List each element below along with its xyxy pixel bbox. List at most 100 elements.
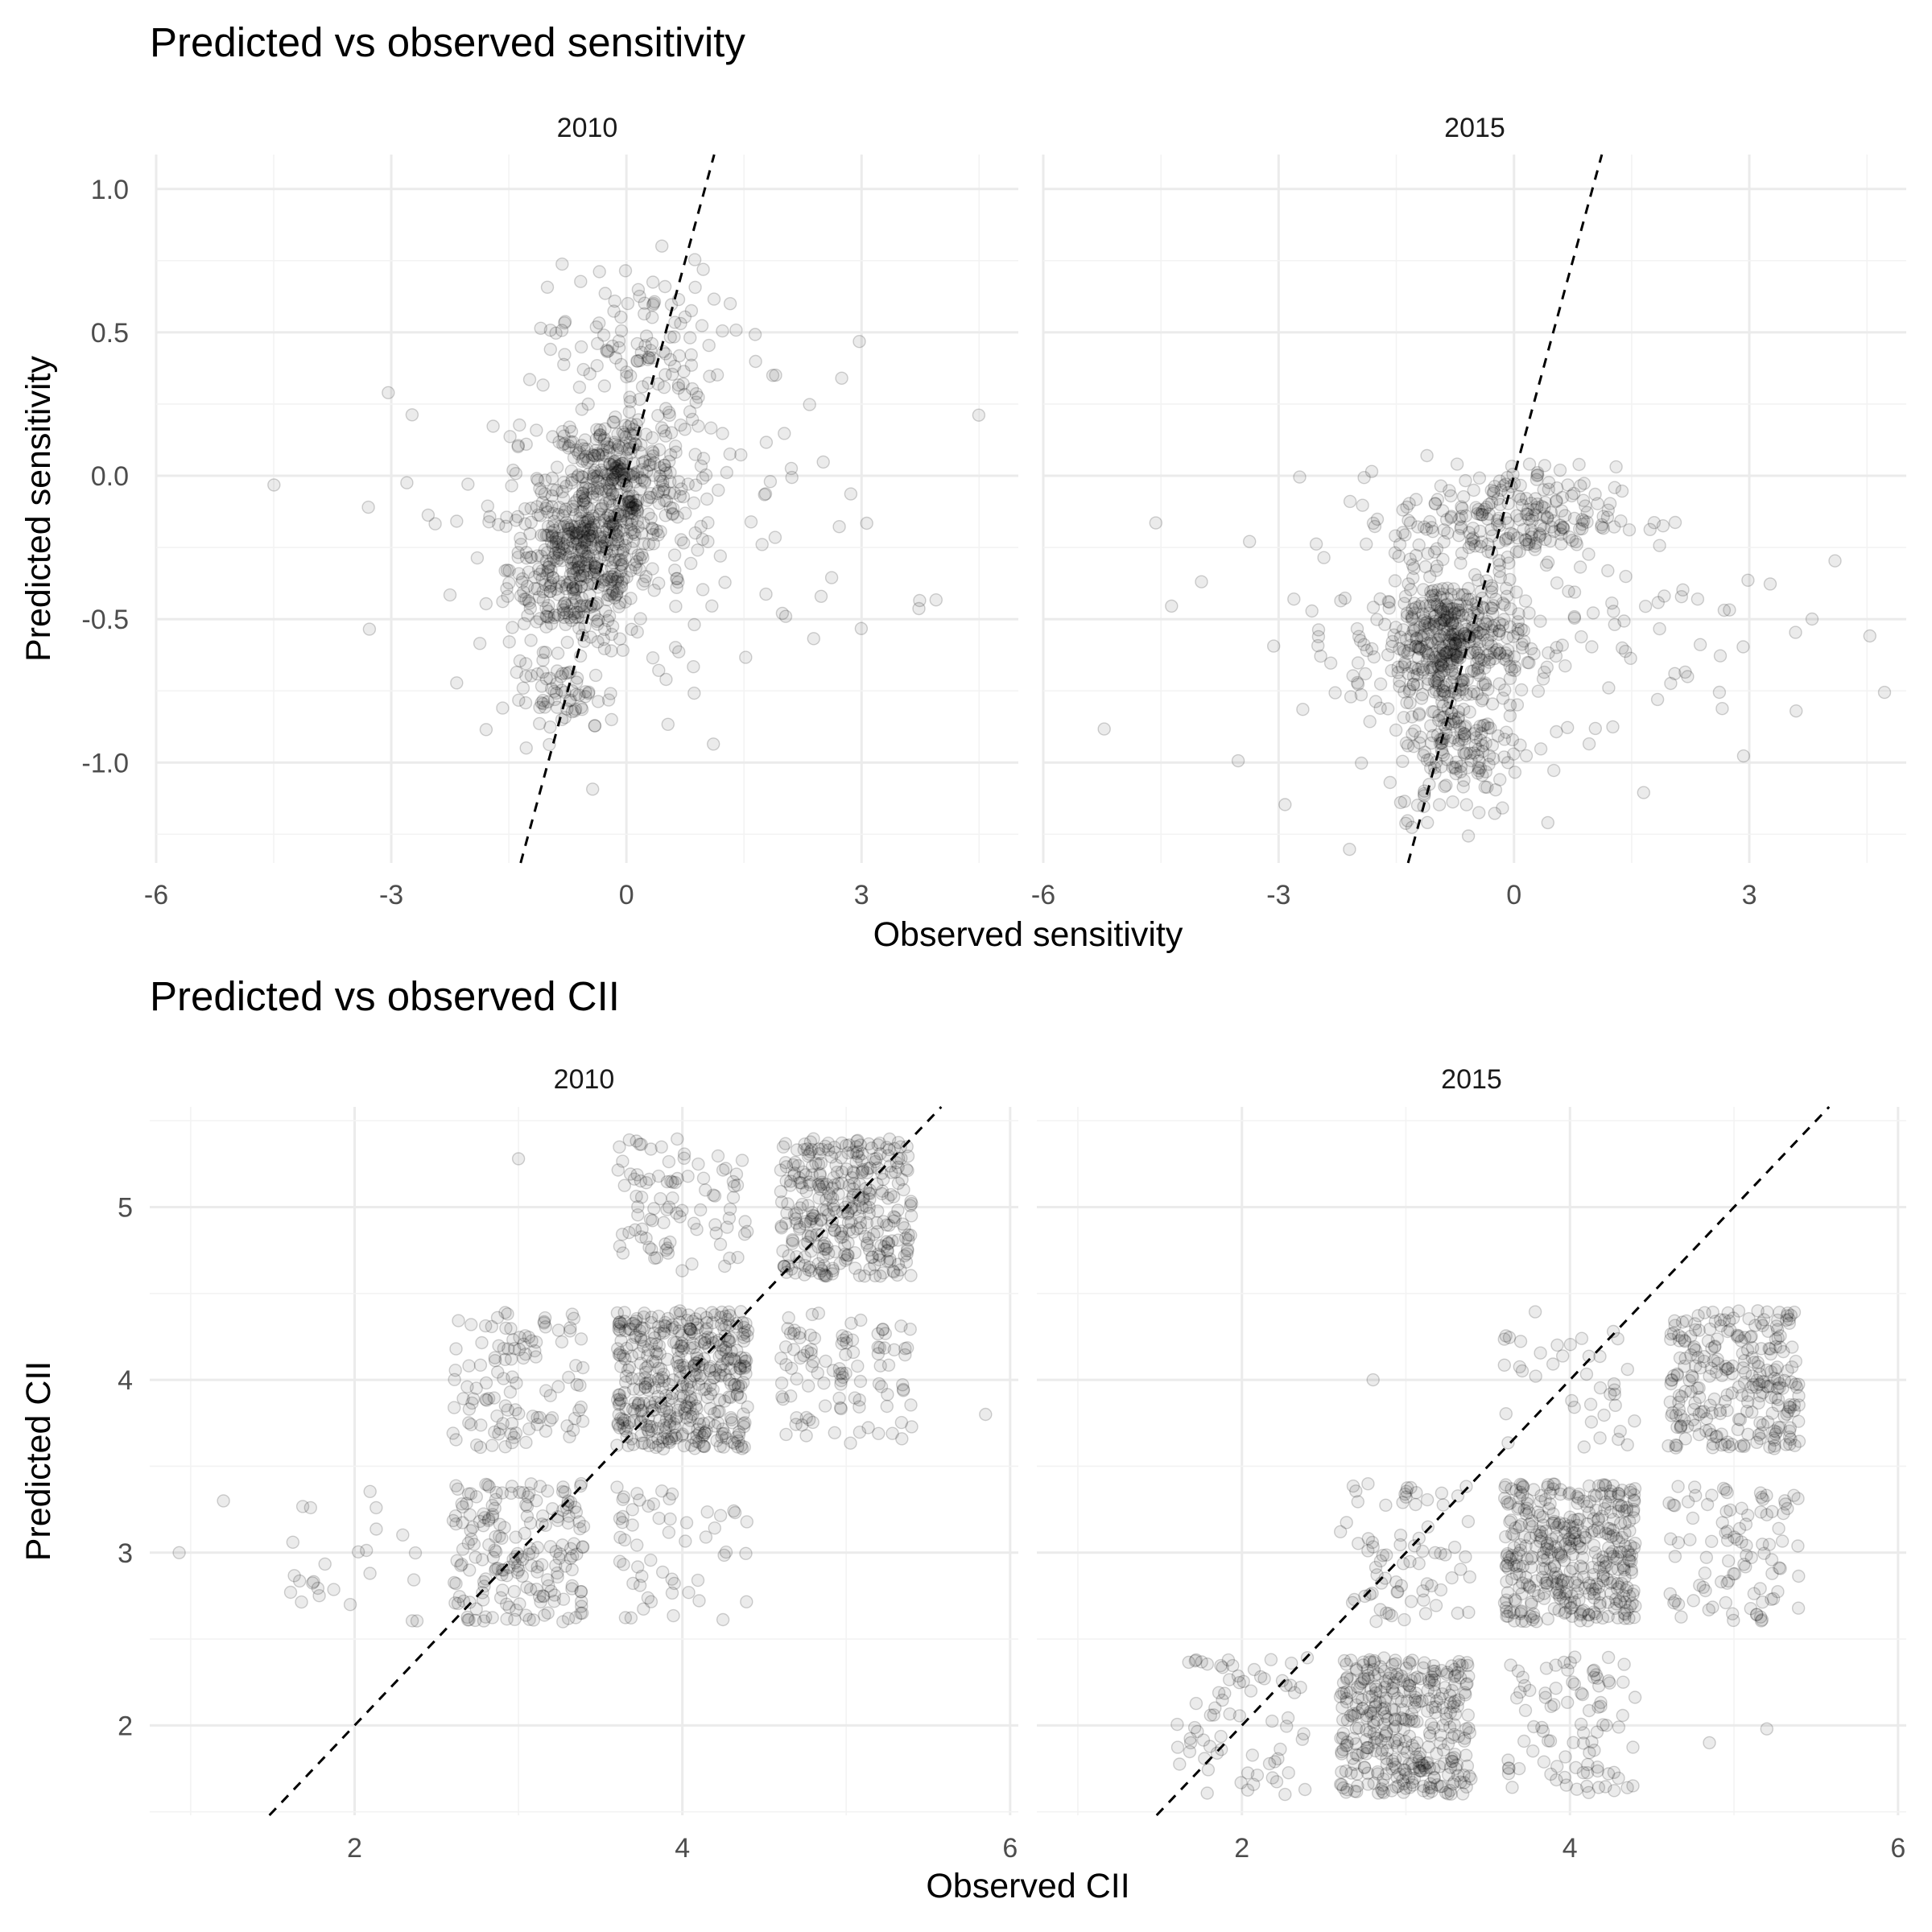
data-point	[1311, 638, 1325, 653]
data-point	[618, 551, 632, 565]
data-point	[682, 1585, 696, 1600]
data-point	[846, 1345, 861, 1360]
data-point	[599, 497, 613, 510]
data-point	[699, 468, 713, 482]
data-point	[1429, 564, 1443, 577]
data-point	[463, 1563, 477, 1577]
data-point	[479, 723, 493, 737]
data-point	[870, 1224, 885, 1239]
data-point	[816, 455, 830, 469]
data-point	[1311, 623, 1326, 637]
data-point	[575, 541, 589, 555]
data-point	[517, 585, 530, 599]
data-point	[1772, 1521, 1785, 1536]
data-point	[657, 381, 671, 394]
data-point	[577, 535, 592, 550]
data-point	[663, 408, 676, 422]
data-point	[592, 448, 605, 462]
data-point	[1472, 651, 1485, 666]
data-point	[650, 1337, 663, 1351]
data-point	[1715, 1438, 1728, 1452]
data-point	[1715, 1368, 1729, 1382]
data-point	[267, 478, 281, 492]
data-point	[1343, 494, 1357, 509]
data-point	[1624, 651, 1637, 665]
data-point	[1567, 1513, 1581, 1527]
data-point	[536, 697, 550, 711]
data-point	[1637, 786, 1651, 799]
data-point	[369, 1501, 383, 1515]
data-point	[519, 741, 533, 755]
data-point	[612, 464, 626, 477]
x-tick-label: 2	[347, 1833, 362, 1864]
data-point	[1380, 1677, 1394, 1690]
data-point	[1436, 659, 1450, 673]
data-point	[1385, 639, 1399, 654]
reference-line	[1155, 1105, 1831, 1817]
data-point	[603, 548, 617, 563]
data-point	[671, 1132, 684, 1146]
data-point	[1638, 600, 1653, 613]
data-point	[1406, 1778, 1420, 1792]
data-point	[1450, 457, 1464, 471]
data-point	[723, 297, 737, 311]
data-point	[514, 531, 527, 545]
data-point	[559, 1559, 572, 1573]
data-point	[506, 621, 519, 634]
data-point	[482, 1538, 496, 1552]
data-point	[1591, 1513, 1605, 1527]
data-point	[572, 560, 586, 574]
data-point	[1463, 1769, 1476, 1783]
data-point	[629, 498, 642, 512]
data-point	[382, 386, 395, 399]
data-point	[611, 544, 625, 558]
data-point	[542, 610, 555, 624]
data-point	[682, 1327, 696, 1342]
data-point	[788, 1266, 803, 1280]
data-point	[653, 469, 667, 483]
data-point	[592, 448, 606, 462]
data-point	[1400, 609, 1414, 623]
data-point	[580, 442, 594, 456]
data-point	[1476, 591, 1489, 605]
data-point	[586, 509, 600, 523]
data-point	[617, 497, 631, 511]
data-point	[876, 1265, 890, 1280]
data-point	[1530, 468, 1545, 482]
data-point	[609, 588, 623, 602]
data-point	[605, 498, 620, 512]
data-point	[684, 358, 699, 372]
data-point	[1744, 1405, 1759, 1419]
data-point	[1724, 1503, 1737, 1517]
x-tick-label: 6	[1890, 1833, 1905, 1864]
data-point	[1726, 1359, 1740, 1373]
data-point	[600, 343, 613, 357]
data-point	[723, 447, 737, 461]
data-point	[1563, 1337, 1578, 1352]
data-point	[1582, 737, 1596, 751]
data-point	[448, 1401, 461, 1414]
data-point	[1247, 1662, 1261, 1677]
x-tick-label: 6	[1002, 1833, 1018, 1864]
data-point	[603, 457, 617, 471]
data-point	[605, 570, 618, 584]
data-point	[726, 1191, 741, 1204]
data-point	[535, 549, 548, 564]
data-point	[542, 599, 555, 613]
data-point	[515, 572, 530, 586]
data-point	[875, 1187, 889, 1201]
data-point	[580, 477, 593, 490]
data-point	[903, 1199, 918, 1212]
data-point	[1283, 1678, 1298, 1692]
data-point	[563, 611, 576, 625]
data-point	[1250, 1768, 1265, 1782]
data-point	[511, 439, 525, 452]
data-point	[651, 409, 665, 423]
data-point	[562, 1370, 576, 1385]
data-point	[1608, 617, 1622, 631]
data-point	[573, 1521, 587, 1536]
data-point	[1523, 1683, 1537, 1698]
data-point	[534, 509, 547, 522]
data-point	[612, 334, 626, 348]
